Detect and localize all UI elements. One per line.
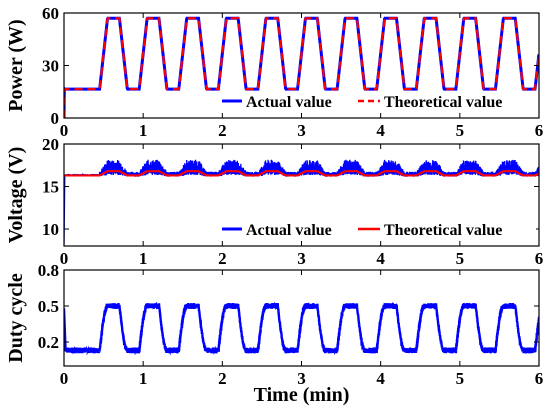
duty-x-tick-label: 3 bbox=[297, 369, 306, 388]
power-legend-label-theoretical: Theoretical value bbox=[384, 94, 502, 111]
power-x-tick-label: 2 bbox=[218, 121, 227, 140]
power-x-tick-label: 1 bbox=[139, 121, 148, 140]
voltage-x-tick-label: 3 bbox=[297, 249, 306, 268]
voltage-y-tick-label: 10 bbox=[42, 220, 59, 239]
power-x-tick-label: 3 bbox=[297, 121, 306, 140]
power-legend bbox=[218, 91, 536, 113]
voltage-legend-label-theoretical: Theoretical value bbox=[384, 222, 502, 239]
power-x-tick-label: 4 bbox=[376, 121, 385, 140]
power-legend-box bbox=[218, 91, 536, 113]
voltage-legend bbox=[218, 219, 536, 241]
duty-x-tick-label: 0 bbox=[60, 369, 69, 388]
voltage-legend-label-actual: Actual value bbox=[246, 222, 332, 239]
voltage-x-tick-label: 4 bbox=[376, 249, 385, 268]
voltage-x-tick-label: 0 bbox=[60, 249, 69, 268]
power-y-tick-label: 60 bbox=[42, 4, 59, 23]
x-axis-label: Time (min) bbox=[254, 384, 350, 406]
power-x-tick-label: 0 bbox=[60, 121, 69, 140]
duty-x-tick-label: 4 bbox=[376, 369, 385, 388]
voltage-x-tick-label: 6 bbox=[535, 249, 544, 268]
power-theoretical-series bbox=[64, 17, 539, 118]
voltage-y-tick-label: 20 bbox=[42, 135, 59, 154]
duty-y-tick-label: 0.2 bbox=[38, 333, 59, 352]
duty-plot-area bbox=[64, 301, 539, 356]
power-x-tick-label: 6 bbox=[535, 121, 544, 140]
duty-x-tick-label: 1 bbox=[139, 369, 148, 388]
voltage-x-tick-label: 1 bbox=[139, 249, 148, 268]
power-y-axis-label: Power (W) bbox=[5, 19, 27, 111]
voltage-actual-series bbox=[64, 159, 539, 245]
duty-y-axis-label: Duty cycle bbox=[5, 273, 27, 363]
duty-x-tick-label: 6 bbox=[535, 369, 544, 388]
duty-y-tick-label: 0.5 bbox=[38, 297, 59, 316]
duty-y-tick-label: 0.8 bbox=[38, 261, 59, 280]
duty-cycle-series bbox=[64, 301, 539, 356]
power-y-tick-label: 30 bbox=[42, 57, 59, 76]
duty-x-tick-label: 5 bbox=[456, 369, 465, 388]
power-x-tick-label: 5 bbox=[456, 121, 465, 140]
voltage-y-tick-label: 15 bbox=[42, 178, 59, 197]
voltage-theoretical-series bbox=[64, 170, 539, 177]
voltage-plot-area bbox=[64, 159, 539, 245]
voltage-panel bbox=[63, 143, 540, 247]
duty-x-tick-label: 2 bbox=[218, 369, 227, 388]
duty-panel bbox=[63, 269, 540, 367]
power-legend-label-actual: Actual value bbox=[246, 94, 332, 111]
voltage-x-tick-label: 2 bbox=[218, 249, 227, 268]
voltage-y-axis-label: Voltage (V) bbox=[5, 147, 27, 243]
voltage-x-tick-label: 5 bbox=[456, 249, 465, 268]
power-panel bbox=[63, 12, 540, 119]
power-plot-area bbox=[64, 16, 539, 118]
power-y-tick-label: 0 bbox=[51, 109, 60, 128]
